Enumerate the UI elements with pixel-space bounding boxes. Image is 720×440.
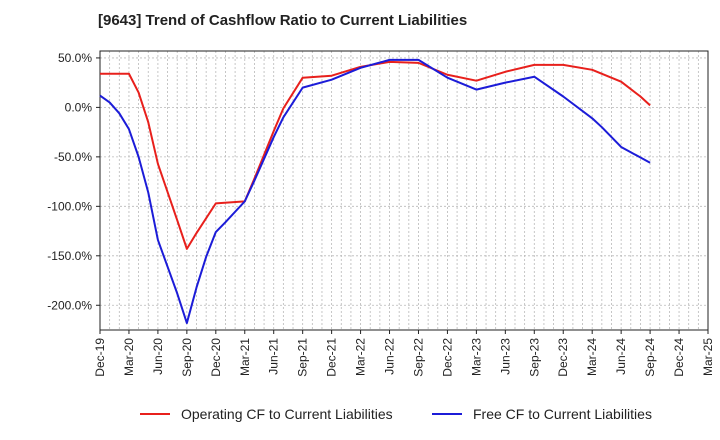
x-tick-label: Dec-22 <box>440 338 454 377</box>
x-tick-label: Mar-23 <box>469 338 483 376</box>
x-tick-label: Dec-21 <box>325 338 339 377</box>
x-tick-label: Jun-22 <box>383 338 397 375</box>
x-tick-label: Jun-21 <box>267 338 281 375</box>
x-tick-label: Sep-21 <box>296 338 310 377</box>
series-line-operating-cf <box>100 60 651 250</box>
x-tick-label: Sep-23 <box>527 338 541 377</box>
series-line-free-cf <box>99 58 651 325</box>
x-tick-label: Mar-20 <box>122 338 136 376</box>
x-tick-label: Mar-25 <box>701 338 715 376</box>
x-tick-label: Sep-24 <box>643 338 657 377</box>
x-tick-label: Dec-20 <box>209 338 223 377</box>
plot-frame <box>99 50 709 331</box>
y-tick-label: -50.0% <box>54 150 92 164</box>
x-tick-label: Dec-24 <box>672 338 686 377</box>
y-tick-label: -150.0% <box>47 249 92 263</box>
x-tick-label: Mar-22 <box>354 338 368 376</box>
y-tick-label: -100.0% <box>47 199 92 213</box>
x-tick-label: Mar-24 <box>585 338 599 376</box>
x-tick-label: Jun-24 <box>614 338 628 375</box>
chart-title: [9643] Trend of Cashflow Ratio to Curren… <box>98 12 468 29</box>
x-tick-label: Jun-23 <box>498 338 512 375</box>
x-tick-label: Dec-19 <box>93 338 107 377</box>
legend-label-operating-cf: Operating CF to Current Liabilities <box>181 406 393 422</box>
x-tick-label: Sep-22 <box>411 338 425 377</box>
legend-label-free-cf: Free CF to Current Liabilities <box>473 406 652 422</box>
x-tick-label: Dec-23 <box>556 338 570 377</box>
x-tick-label: Jun-20 <box>151 338 165 375</box>
y-tick-label: 50.0% <box>58 51 92 65</box>
x-tick-label: Sep-20 <box>180 338 194 377</box>
y-tick-label: 0.0% <box>65 100 93 114</box>
y-tick-label: -200.0% <box>47 298 92 312</box>
x-tick-label: Mar-21 <box>238 338 252 376</box>
